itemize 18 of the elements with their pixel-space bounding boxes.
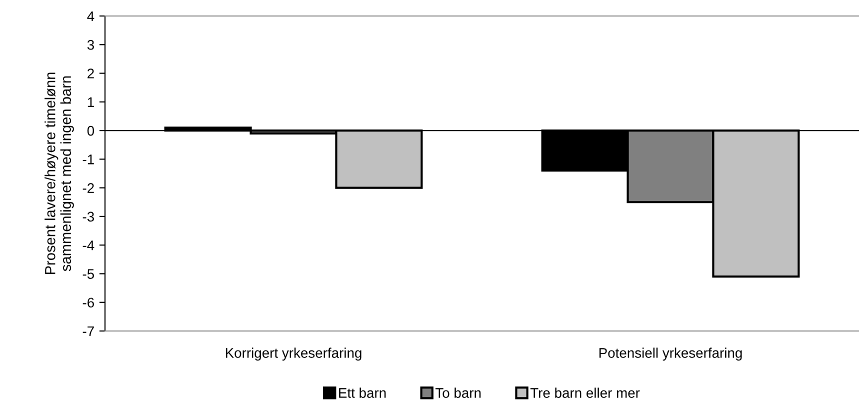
y-tick-label: 0 — [87, 126, 94, 136]
y-tick-label: 3 — [87, 40, 94, 50]
y-tick-label: -1 — [82, 154, 94, 164]
y-tick-label: 2 — [88, 68, 94, 78]
y-tick-label: 1 — [88, 97, 94, 107]
y-tick-label: -7 — [82, 326, 94, 336]
y-tick-label: 4 — [87, 11, 94, 22]
y-tick-label: -2 — [82, 183, 94, 193]
y-tick-label: -3 — [82, 212, 94, 222]
y-tick-label: -5 — [82, 269, 94, 279]
legend-label: Tre barn eller mer — [530, 388, 640, 398]
x-tick-label: Potensiell yrkeserfaring — [599, 348, 742, 361]
y-tick-label: -6 — [82, 298, 94, 308]
x-tick-label: Korrigert yrkeserfaring — [226, 348, 362, 361]
legend-label: To barn — [435, 388, 481, 398]
y-tick-label: -4 — [82, 240, 94, 250]
legend-label: Ett barn — [339, 388, 386, 398]
y-axis-title: Prosent lavere/høyere timelønn sammenlignet med ingen barn — [44, 72, 74, 274]
